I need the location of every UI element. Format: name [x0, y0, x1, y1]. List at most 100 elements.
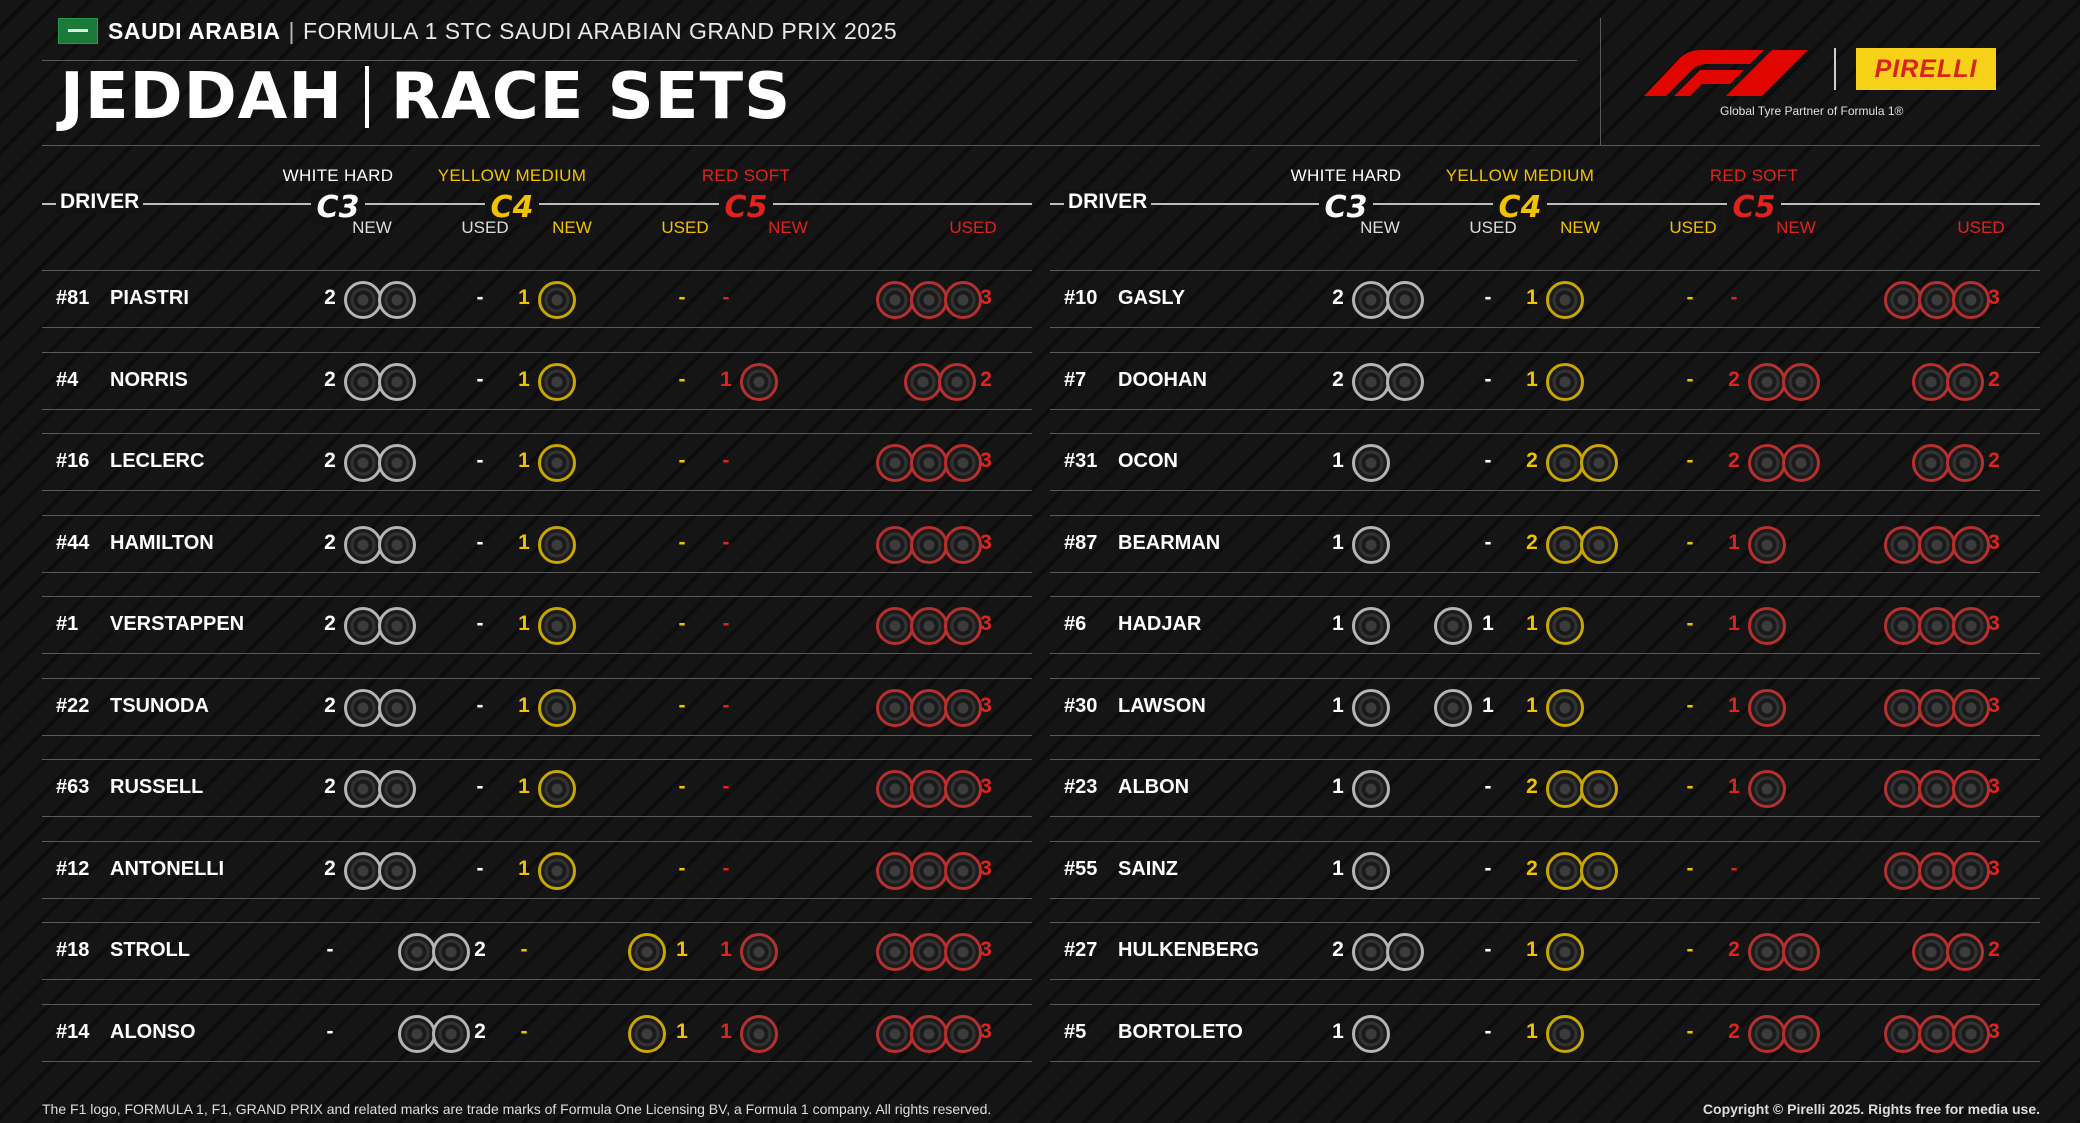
compound-hard-name: WHITE HARD: [1290, 166, 1402, 185]
set-count-hu: -: [476, 286, 484, 309]
set-count-mn: 2: [1526, 530, 1538, 554]
driver-row: #27 HULKENBERG 2 - 1 - 2 2: [1050, 922, 2040, 980]
set-count-hu: -: [1484, 938, 1492, 961]
set-count-sn: 2: [1728, 1019, 1740, 1043]
white-tyre-icon: [344, 525, 382, 564]
set-count-hu: -: [476, 856, 484, 880]
red-tyres: [1884, 607, 1990, 645]
white-tyres: [1352, 525, 1390, 564]
yellow-tyre-icon: [538, 688, 576, 727]
set-count-mn: 1: [518, 693, 530, 717]
red-tyre-icon: [1884, 770, 1922, 808]
column-new-label: NEW: [768, 218, 808, 237]
white-tyre-icon: [344, 362, 382, 401]
white-tyre-icon: [1434, 688, 1472, 727]
red-tyre-icon: [1946, 933, 1984, 971]
column-used-label: USED: [949, 218, 997, 237]
white-tyres: [398, 1014, 470, 1053]
white-tyres: [344, 851, 416, 890]
red-tyre-icon: [876, 1014, 914, 1053]
set-count-sn: -: [722, 286, 730, 309]
white-tyre-icon: [378, 362, 416, 401]
yellow-tyres: [1546, 770, 1618, 808]
driver-number: #14: [56, 1020, 90, 1043]
set-count-hn: 1: [1332, 775, 1344, 798]
yellow-tyres: [1546, 525, 1618, 564]
set-count-sn: -: [722, 449, 730, 472]
driver-row: #4 NORRIS 2 - 1 - 1 2: [42, 351, 1032, 410]
white-tyre-icon: [1352, 444, 1390, 482]
yellow-tyre-icon: [1546, 525, 1584, 564]
red-tyres: [876, 1014, 982, 1053]
title-race-sets: RACE SETS: [390, 60, 792, 134]
red-tyre-icon: [910, 770, 948, 808]
red-tyre-icon: [944, 607, 982, 645]
driver-row: #55 SAINZ 1 - 2 - - 3: [1050, 840, 2040, 899]
red-tyres: [876, 933, 982, 971]
compound-medium-name: YELLOW MEDIUM: [437, 166, 587, 185]
yellow-tyres: [538, 770, 576, 808]
red-tyre-icon: [740, 1014, 778, 1053]
yellow-tyre-icon: [1546, 607, 1584, 645]
set-count-su: 3: [980, 612, 992, 635]
driver-number: #12: [56, 857, 90, 880]
set-count-hu: -: [1484, 286, 1492, 309]
set-count-mn: 1: [518, 530, 530, 554]
red-tyre-icon: [876, 607, 914, 645]
yellow-tyre-icon: [1580, 770, 1618, 808]
red-tyres: [1912, 933, 1984, 971]
white-tyre-icon: [378, 281, 416, 319]
driver-name: SAINZ: [1118, 857, 1178, 880]
yellow-tyre-icon: [538, 444, 576, 482]
red-tyre-icon: [1952, 607, 1990, 645]
red-tyre-icon: [1748, 770, 1786, 808]
red-tyre-icon: [1884, 1014, 1922, 1053]
white-tyre-icon: [398, 1014, 436, 1053]
set-count-sn: -: [722, 775, 730, 798]
set-count-hu: -: [1484, 530, 1492, 554]
red-tyre-icon: [876, 770, 914, 808]
red-tyre-icon: [1918, 1014, 1956, 1053]
yellow-tyre-icon: [1546, 851, 1584, 890]
driver-name: NORRIS: [110, 368, 188, 391]
set-count-sn: 2: [1728, 367, 1740, 391]
red-tyre-icon: [938, 362, 976, 401]
country-label: SAUDI ARABIA: [108, 17, 281, 44]
set-count-mu: 1: [676, 1019, 688, 1043]
column-new-label: NEW: [352, 218, 392, 237]
saudi-flag-icon: [58, 18, 98, 44]
set-count-hu: -: [1484, 775, 1492, 798]
set-count-hn: 2: [1332, 938, 1344, 961]
set-count-mn: 1: [1526, 612, 1538, 635]
red-tyre-icon: [944, 933, 982, 971]
red-tyres: [876, 851, 982, 890]
driver-name: LAWSON: [1118, 694, 1206, 717]
set-count-mn: 1: [518, 775, 530, 798]
red-tyre-icon: [876, 933, 914, 971]
red-tyres: [1912, 444, 1984, 482]
white-tyres: [1352, 851, 1390, 890]
set-count-hu: -: [1484, 856, 1492, 880]
driver-row: #31 OCON 1 - 2 - 2 2: [1050, 433, 2040, 491]
set-count-hu: -: [1484, 367, 1492, 391]
white-tyre-icon: [344, 444, 382, 482]
set-count-mu: -: [678, 367, 686, 391]
logo-separator: [1834, 48, 1836, 90]
red-tyre-icon: [1884, 525, 1922, 564]
yellow-tyre-icon: [538, 770, 576, 808]
set-count-sn: 1: [1728, 612, 1740, 635]
driver-row: #10 GASLY 2 - 1 - - 3: [1050, 270, 2040, 328]
yellow-tyres: [1546, 933, 1584, 971]
driver-number: #1: [56, 613, 79, 635]
red-tyre-icon: [1918, 281, 1956, 319]
set-count-sn: -: [1730, 286, 1738, 309]
column-used-label: USED: [1957, 218, 2005, 237]
compound-hard: WHITE HARD C3: [248, 166, 428, 225]
driver-number: #18: [56, 939, 90, 961]
column-new-label: NEW: [1360, 218, 1400, 237]
yellow-tyres: [1546, 1014, 1584, 1053]
yellow-tyres: [538, 688, 576, 727]
set-count-mn: 1: [518, 449, 530, 472]
set-count-hn: 2: [324, 693, 336, 717]
